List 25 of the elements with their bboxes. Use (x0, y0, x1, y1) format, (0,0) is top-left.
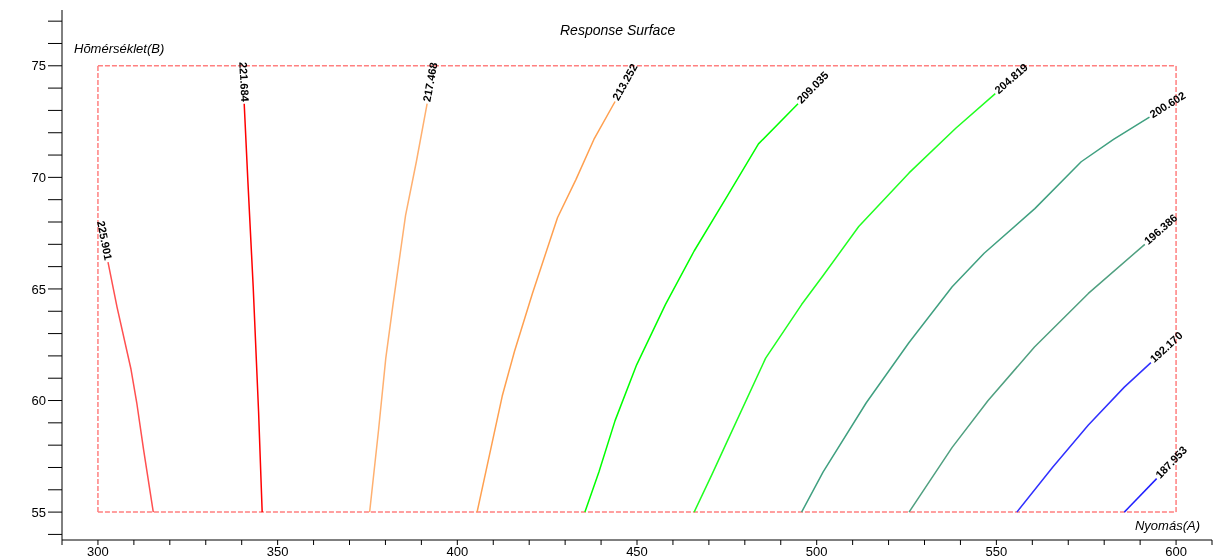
line-series (908, 243, 1146, 513)
y-axis-title: Hõmérséklet(B) (74, 41, 165, 56)
text: 221.684 (237, 61, 252, 103)
line-series (476, 100, 616, 513)
line-series (243, 102, 263, 513)
y-tick-label: 70 (31, 169, 46, 185)
line-series (368, 102, 428, 513)
x-axis-title: Nyomás(A) (1134, 518, 1200, 533)
text: 217.468 (420, 61, 440, 103)
x-tick-label: 550 (985, 544, 1008, 557)
line-series (1016, 361, 1152, 513)
x-tick-label: 450 (626, 544, 648, 557)
x-tick-label: 500 (805, 544, 828, 557)
y-tick-label: 60 (31, 393, 46, 409)
x-tick-label: 350 (266, 544, 289, 557)
y-tick-label: 75 (31, 58, 46, 74)
x-tick-label: 400 (446, 544, 469, 557)
line-series (584, 102, 799, 513)
y-tick-label: 65 (31, 281, 46, 297)
x-tick-label: 600 (1165, 544, 1187, 557)
line-series (107, 261, 155, 513)
text: 225.901 (94, 219, 115, 262)
text: Response Surface (560, 22, 676, 38)
y-tick-label: 55 (31, 504, 46, 520)
x-tick-label: 300 (87, 544, 109, 557)
